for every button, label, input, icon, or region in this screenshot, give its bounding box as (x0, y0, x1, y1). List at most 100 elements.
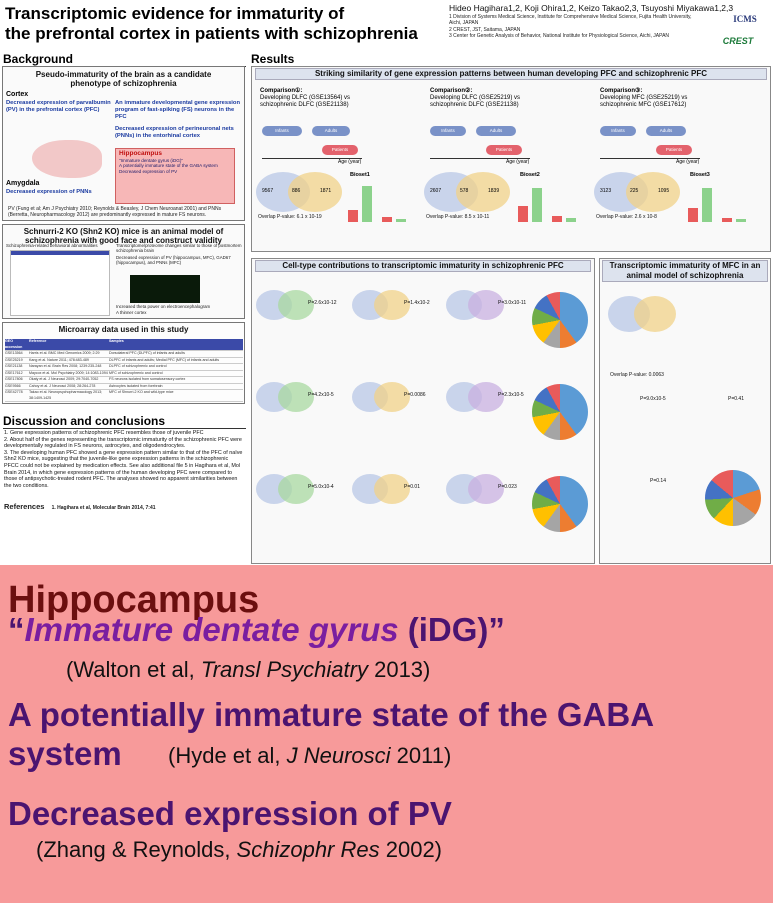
schnurri-bullet-1: Schizophrenia-related behavioral abnorma… (6, 243, 98, 248)
bar (396, 219, 406, 222)
overlap-pvalue-1: Overlap P-value: 6.1 x 10-19 (258, 214, 322, 220)
overlay-gaba-line: A potentially immature state of the GABA (8, 696, 655, 733)
cell-venn (256, 290, 316, 320)
overlay-citation-2: (Hyde et al, J Neurosci 2011) (168, 743, 452, 768)
affiliation-1: 1 Division of Systems Medical Science, I… (449, 14, 692, 26)
background-heading: Background (3, 52, 246, 67)
hippocampus-mini-item-3: Decreased expression of PV (119, 168, 178, 174)
animal-ast-p-2: P=0.41 (728, 396, 744, 402)
bar (736, 219, 746, 222)
cortex-item-fs: An immature developmental gene expressio… (115, 100, 240, 120)
cell-pvalue: P=2.3x10-5 (498, 392, 524, 398)
infants-pill-1: Infants (262, 126, 302, 136)
bioset-3: Bioset3 (690, 172, 710, 178)
animal-fs-p-2: P=9.0x10-5 (640, 396, 666, 402)
cell-venn (446, 382, 506, 412)
venn-2: 2607 578 1839 (424, 172, 514, 212)
overlay-system-word: system (8, 735, 122, 772)
adults-pill-3: Adults (646, 126, 686, 136)
adults-pill-2: Adults (476, 126, 516, 136)
cell-type-pie (532, 384, 588, 440)
cell-bar-chart (260, 326, 340, 362)
table-row: GSE17612 Maycox et al. Mol Psychiatry 200… (5, 371, 243, 377)
reference-1: 1. Hagihara et al, Molecular Brain 2014,… (51, 505, 156, 511)
cell-venn (446, 474, 506, 504)
cell-venn (256, 474, 316, 504)
cell-venn (352, 290, 412, 320)
similarity-title: Striking similarity of gene expression p… (255, 68, 767, 80)
animal-overlap: Overlap P-value: 0.0063 (610, 372, 664, 378)
bar (722, 218, 732, 222)
hippocampus-mini-title: Hippocampus (119, 150, 162, 157)
cell-type-pie (532, 476, 588, 532)
animal-venn (608, 296, 678, 332)
hippocampus-mini-box: Hippocampus "Immature dentate gyrus (iDG… (115, 148, 235, 204)
overlay-idg-line: “Immature dentate gyrus (iDG)” (8, 611, 505, 648)
venn-1: 9567 886 1871 (256, 172, 346, 212)
overlap-pvalue-2: Overlap P-value: 8.5 x 10-11 (426, 214, 490, 220)
table-row: GSE17806 Okaty et al. J Neurosci 2009; 29… (5, 377, 243, 384)
bar (518, 206, 528, 222)
amygdala-item: Decreased expression of PNNs (6, 189, 92, 195)
poster-header: Transcriptomic evidence for immaturity o… (0, 0, 773, 50)
col-reference: Reference (29, 339, 47, 343)
bar (552, 216, 562, 222)
cell-bar-chart (450, 510, 530, 546)
microarray-table: GEO accession Reference Samples GSE13564… (5, 339, 243, 402)
cell-bar-chart (260, 510, 340, 546)
comparison-2: Comparison②: Developing DLFC (GSE25219) … (430, 88, 521, 108)
venn-3: 3123 225 1095 (594, 172, 684, 212)
animal-model-title: Transcriptomic immaturity of MFC in an a… (602, 260, 768, 282)
animal-pie (705, 470, 761, 526)
behavior-table (10, 250, 110, 316)
adults-pill-1: Adults (312, 126, 350, 136)
discussion-text: 1. Gene expression patterns of schizophr… (4, 430, 244, 489)
microarray-table-box: Microarray data used in this study GEO a… (2, 322, 245, 404)
amygdala-label: Amygdala (6, 180, 40, 187)
results-heading: Results (251, 52, 771, 67)
cell-pvalue: P=3.0x10-11 (498, 300, 527, 306)
cell-type-title: Cell-type contributions to transcriptomi… (255, 260, 591, 272)
cortex-item-pv: Decreased expression of parvalbumin (PV)… (6, 100, 111, 113)
schnurri-title: Schnurri-2 KO (Shn2 KO) mice is an anima… (23, 227, 224, 245)
cortex-label: Cortex (6, 91, 29, 98)
infants-pill-3: Infants (600, 126, 636, 136)
affiliation-3: 3 Center for Genetic Analysis of Behavio… (449, 33, 670, 39)
table-row: GSE9566 Cahoy et al. J Neurosci 2008; 28:… (5, 384, 243, 390)
poster-title: Transcriptomic evidence for immaturity o… (5, 4, 418, 43)
hippocampus-mini-item-1: "Immature dentate gyrus (iDG)" (119, 158, 184, 163)
brain-illustration (32, 140, 102, 178)
age-axis-label-3: Age (year) (676, 159, 700, 165)
references: References 1. Hagihara et al, Molecular … (4, 503, 244, 511)
cell-venn (256, 382, 316, 412)
cell-bar-chart (450, 418, 530, 454)
bar (702, 188, 712, 222)
hippocampus-mini-item-2: A potentially immature state of the GABA… (119, 163, 218, 169)
cell-venn (352, 382, 412, 412)
bar (532, 188, 542, 222)
cell-pvalue: P=4.2x10-5 (308, 392, 334, 398)
authors: Hideo Hagihara1,2, Koji Ohira1,2, Keizo … (449, 3, 734, 13)
table-row: GSE42778 Takao et al. Neuropsychopharmaco… (5, 390, 243, 402)
comparison-3: Comparison③: Developing MFC (GSE25219) v… (600, 88, 688, 108)
cell-bar-chart (356, 326, 436, 362)
cell-venn (352, 474, 412, 504)
cell-venn (446, 290, 506, 320)
schnurri-bullet-2: Transcriptome/proteome changes similar t… (116, 243, 242, 254)
cell-pvalue: P=0.0086 (404, 392, 426, 398)
table-row: GSE13564 Harris et al. BMC Med Genomics 2… (5, 351, 243, 358)
affiliation-2: 2 CREST, JST, Saitama, JAPAN (449, 27, 521, 33)
overlay-citation-1: (Walton et al, Transl Psychiatry 2013) (66, 657, 431, 682)
cell-pvalue: P=1.4x10-2 (404, 300, 430, 306)
bar-chart-2 (518, 188, 576, 222)
schnurri-bullet-3: Decreased expression of PV (hippocampus,… (116, 255, 231, 266)
bar (688, 208, 698, 222)
cell-pvalue: P=0.01 (404, 484, 420, 490)
bioset-1: Bioset1 (350, 172, 370, 178)
age-axis-1 (262, 158, 362, 159)
animal-fs-p-3: P=0.14 (650, 478, 666, 484)
cell-type-pie (532, 292, 588, 348)
infants-pill-2: Infants (430, 126, 466, 136)
age-axis-3 (600, 158, 700, 159)
behavior-table-header (11, 251, 109, 255)
